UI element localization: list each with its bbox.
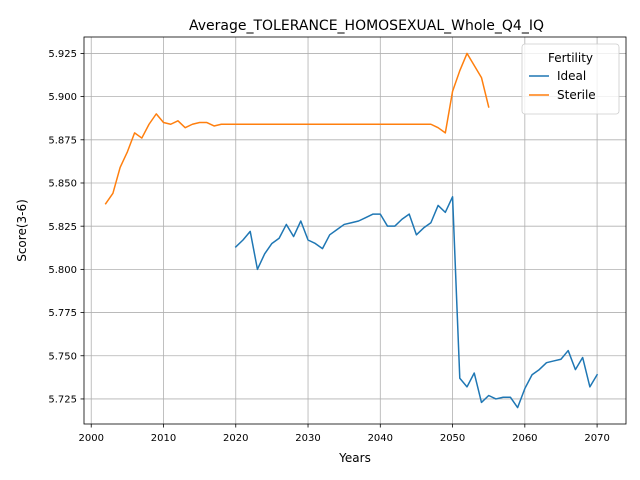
x-tick-label: 2050 — [440, 433, 465, 444]
legend-box — [521, 43, 620, 115]
plot-frame — [83, 36, 627, 425]
x-tick-label: 2010 — [151, 433, 176, 444]
legend-label-sterile: Sterile — [557, 88, 596, 102]
grid-layer — [84, 37, 626, 424]
y-tick-label: 5.850 — [48, 179, 77, 190]
y-axis-label: Score(3-6) — [15, 199, 29, 262]
y-tick-label: 5.900 — [48, 92, 77, 103]
y-tick-label: 5.750 — [48, 351, 77, 362]
x-tick-label: 2060 — [512, 433, 537, 444]
chart-title: Average_TOLERANCE_HOMOSEXUAL_Whole_Q4_IQ — [189, 18, 544, 34]
tick-layer: 2000 2010 2020 2030 2040 2050 2060 2070 5.725 5.7… — [48, 49, 609, 444]
y-tick-label: 5.925 — [48, 49, 77, 60]
y-tick-label: 5.725 — [48, 395, 77, 406]
series-line-ideal — [234, 196, 599, 409]
y-tick-label: 5.825 — [48, 222, 77, 233]
x-axis-label: Years — [338, 451, 371, 465]
legend: Fertility Ideal Sterile — [521, 43, 620, 115]
x-tick-label: 2000 — [79, 433, 104, 444]
x-tick-label: 2040 — [368, 433, 393, 444]
legend-label-ideal: Ideal — [557, 69, 586, 83]
legend-title: Fertility — [548, 51, 593, 65]
x-tick-label: 2030 — [295, 433, 320, 444]
x-tick-label: 2020 — [223, 433, 248, 444]
y-tick-label: 5.875 — [48, 135, 77, 146]
y-tick-label: 5.800 — [48, 265, 77, 276]
series-line-sterile — [104, 52, 490, 205]
series-layer — [104, 52, 599, 409]
x-tick-label: 2070 — [584, 433, 609, 444]
y-tick-label: 5.775 — [48, 308, 77, 319]
legend-items: Ideal Sterile — [529, 69, 596, 102]
